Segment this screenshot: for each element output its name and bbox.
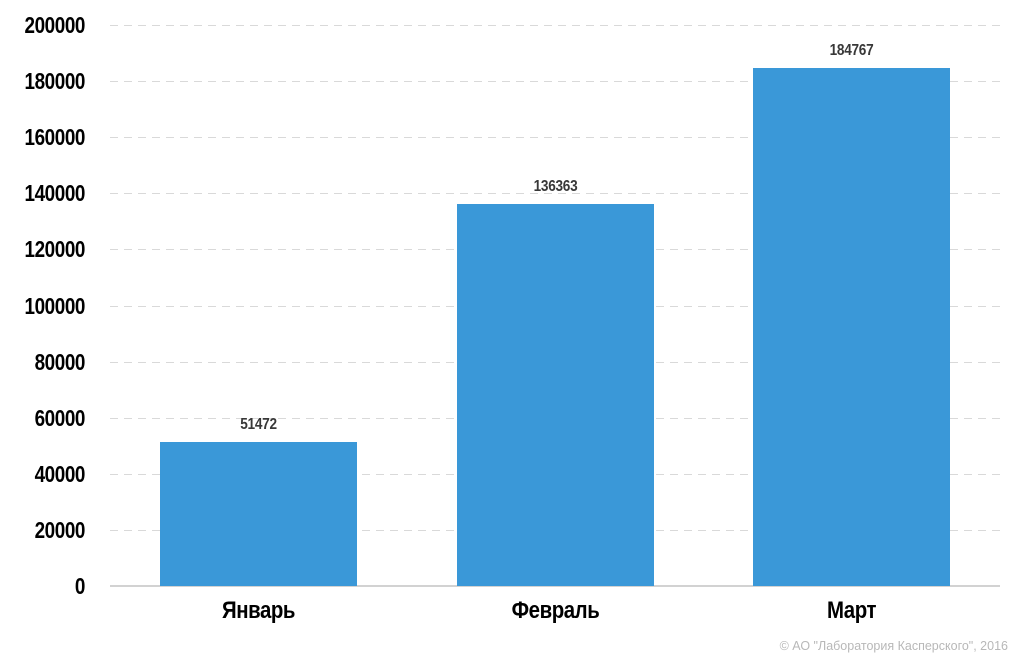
x-axis-category-label: Февраль [511, 597, 600, 624]
bar-value-label: 184767 [829, 42, 874, 59]
y-axis-tick-label: 60000 [34, 404, 86, 431]
bar-value-label: 51472 [240, 416, 277, 433]
bar-value-label: 136363 [533, 178, 578, 195]
y-axis-tick-label: 140000 [24, 180, 86, 207]
x-axis-category-label: Март [826, 597, 877, 624]
x-axis-baseline [110, 585, 1000, 587]
bar-Январь [160, 442, 357, 586]
y-axis-tick-label: 80000 [34, 348, 86, 375]
bar-Февраль [457, 204, 654, 586]
copyright-notice: © АО "Лаборатория Касперского", 2016 [779, 639, 1008, 653]
y-axis-tick-label: 200000 [24, 12, 86, 38]
gridline [110, 137, 1000, 139]
gridline [110, 25, 1000, 26]
gridline [110, 81, 1000, 83]
y-axis-tick-label: 180000 [24, 68, 86, 95]
x-axis-category-label: Январь [221, 597, 296, 624]
y-axis-tick-label: 160000 [24, 124, 86, 151]
y-axis-tick-label: 0 [74, 573, 85, 599]
gridline [110, 193, 1000, 195]
y-axis-tick-label: 20000 [34, 516, 86, 543]
y-axis-tick-label: 100000 [24, 292, 86, 319]
bar-Март [753, 68, 950, 586]
y-axis-tick-label: 40000 [34, 460, 86, 487]
y-axis-tick-label: 120000 [24, 236, 86, 263]
